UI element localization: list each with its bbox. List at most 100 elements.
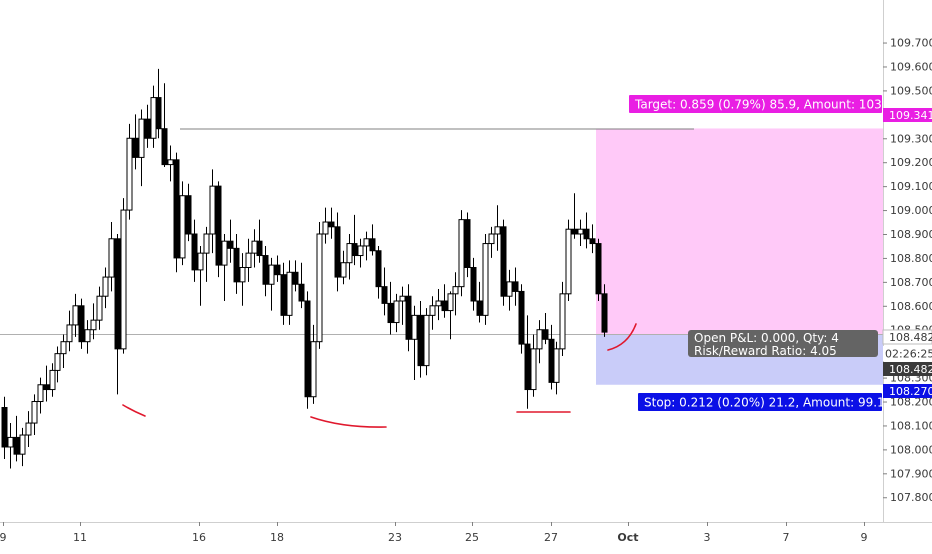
candle	[19, 427, 26, 467]
price-tick-label: 109.100	[890, 180, 932, 193]
candle	[553, 341, 560, 395]
candle-body-up	[209, 185, 216, 235]
candle-body-down	[262, 255, 269, 285]
candle-body-up	[322, 221, 329, 235]
candle	[215, 181, 222, 278]
candle	[173, 152, 180, 273]
candle-body-up	[452, 286, 459, 295]
candle	[488, 226, 495, 258]
profit-zone[interactable]	[596, 128, 883, 335]
candle	[589, 224, 596, 254]
candle-body-down	[191, 233, 198, 271]
candle-body-up	[506, 281, 513, 297]
pnl-label: Open P&L: 0.000, Qty: 4	[694, 331, 839, 345]
candle	[120, 198, 127, 354]
candle	[322, 207, 329, 244]
candle-body-up	[577, 228, 584, 235]
candle	[340, 250, 347, 285]
candle	[280, 262, 287, 325]
candle-body-up	[488, 233, 495, 245]
time-axis[interactable]: 9 11 16 18 23 25 27 Oct 3 7 9	[0, 522, 932, 550]
candle	[530, 334, 537, 397]
candle-body-down	[161, 128, 168, 166]
price-axis[interactable]: 109.700109.600109.500109.400109.300109.2…	[882, 0, 932, 522]
candle-body-down	[274, 264, 281, 276]
candle-body-up	[340, 262, 347, 278]
candle-body-up	[530, 348, 537, 391]
candle-body-up	[120, 209, 127, 350]
price-tick-label: 109.300	[890, 132, 932, 145]
candle-body-up	[245, 252, 252, 269]
time-tick-label: 3	[704, 531, 711, 544]
candle-body-up	[72, 305, 79, 326]
candle	[411, 305, 418, 380]
candle	[90, 303, 97, 340]
candle	[381, 267, 388, 316]
candle-body-up	[179, 195, 186, 259]
candle	[239, 253, 246, 306]
candle-body-up	[102, 276, 109, 297]
time-tick-label: 23	[388, 531, 402, 544]
candle	[191, 219, 198, 282]
candle	[399, 286, 406, 325]
candle-body-down	[375, 250, 382, 288]
price-tick-label: 108.800	[890, 252, 932, 265]
time-tick-label: 25	[465, 531, 479, 544]
candle	[144, 104, 151, 148]
candle	[577, 219, 584, 246]
candle	[102, 267, 109, 309]
candle-body-up	[126, 137, 133, 211]
candle-body-up	[167, 159, 174, 166]
time-tick-label: Oct	[617, 531, 638, 544]
candle-body-down	[571, 228, 578, 235]
candle-body-up	[203, 233, 210, 254]
candle-body-down	[351, 243, 358, 257]
candle-body-down	[500, 226, 507, 297]
entry-price-text: 108.482	[889, 363, 932, 376]
time-tick-label: 7	[783, 531, 790, 544]
target-label: Target: 0.859 (0.79%) 85.9, Amount: 103.…	[634, 98, 893, 112]
price-tick-label: 108.600	[890, 300, 932, 313]
candle-body-up	[108, 238, 115, 278]
stop-badge[interactable]: Stop: 0.212 (0.20%) 21.2, Amount: 99.15	[638, 393, 892, 411]
time-tick-label: 11	[73, 531, 87, 544]
support-arc-1[interactable]	[122, 404, 146, 417]
countdown-text: 02:26:25	[885, 348, 932, 361]
candle	[108, 222, 115, 292]
candle	[375, 245, 382, 299]
reversal-arc[interactable]	[607, 323, 637, 351]
price-tick-label: 107.800	[890, 491, 932, 504]
candle-body-down	[595, 243, 602, 295]
target-badge[interactable]: Target: 0.859 (0.79%) 85.9, Amount: 103.…	[629, 95, 893, 113]
candle-body-down	[280, 274, 287, 316]
candle	[262, 245, 269, 297]
candle	[221, 233, 228, 302]
candle	[138, 109, 145, 187]
price-tick-group: 109.700109.600109.500109.400109.300109.2…	[883, 37, 932, 504]
candle-body-up	[458, 219, 465, 288]
price-tick-label: 109.700	[890, 37, 932, 50]
time-tick-group: 9 11 16 18 23 25 27 Oct 3 7 9	[0, 522, 868, 544]
support-arc-2[interactable]	[310, 416, 387, 428]
candle-body-up	[239, 267, 246, 283]
candle-body-up	[268, 264, 275, 285]
candle-body-up	[357, 245, 364, 257]
candle-body-up	[536, 329, 543, 350]
price-tick-label: 109.500	[890, 84, 932, 97]
support-drawings[interactable]	[122, 323, 637, 428]
candle-body-up	[482, 243, 489, 316]
candle	[524, 315, 531, 409]
candle	[31, 394, 38, 436]
candle-body-down	[185, 195, 192, 235]
pnl-badge[interactable]: Open P&L: 0.000, Qty: 4 Risk/Reward Rati…	[688, 330, 878, 358]
time-tick-label: 9	[861, 531, 868, 544]
candle-body-down	[144, 118, 151, 139]
candle-body-down	[256, 240, 263, 257]
candle	[542, 312, 549, 345]
candle	[78, 298, 85, 349]
candle	[185, 183, 192, 242]
stop-label: Stop: 0.212 (0.20%) 21.2, Amount: 99.15	[644, 396, 892, 410]
candle-body-down	[215, 185, 222, 266]
